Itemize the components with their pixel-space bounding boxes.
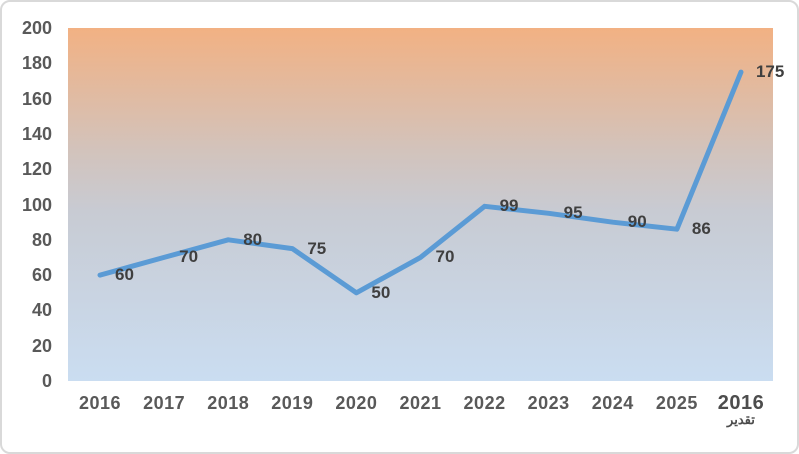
x-category-label: 2017: [143, 393, 186, 413]
y-tick-label: 160: [21, 88, 52, 109]
x-category-label: 2016: [79, 393, 122, 413]
x-category-label: 2023: [527, 393, 570, 413]
x-category-sublabel: تقدير: [727, 412, 755, 427]
y-tick-label: 100: [21, 194, 52, 215]
y-tick-label: 200: [21, 18, 52, 38]
y-tick-label: 60: [31, 265, 52, 286]
data-label: 75: [307, 238, 327, 258]
x-category-label: 2018: [207, 393, 250, 413]
data-label: 80: [243, 229, 263, 249]
data-label: 60: [115, 265, 134, 285]
data-label: 99: [499, 196, 519, 216]
x-category-label: 2022: [463, 393, 506, 413]
y-tick-label: 80: [31, 229, 52, 250]
y-tick-label: 0: [41, 371, 52, 391]
data-label: 50: [371, 282, 391, 302]
data-label: 70: [435, 247, 455, 267]
data-label: 90: [627, 212, 647, 232]
y-tick-label: 140: [21, 123, 52, 144]
x-category-label: 2019: [271, 393, 314, 413]
x-category-label: 2021: [399, 393, 442, 413]
x-category-label: 2024: [591, 393, 634, 413]
data-label: 86: [691, 219, 711, 239]
x-category-label: 2016 تقدير: [696, 393, 786, 427]
x-category-label: 2025: [655, 393, 698, 413]
y-tick-label: 120: [21, 159, 52, 180]
y-tick-label: 180: [21, 53, 52, 74]
y-tick-label: 40: [31, 300, 52, 321]
x-category-label: 2020: [335, 393, 378, 413]
y-tick-label: 20: [31, 335, 52, 356]
plot-area: [68, 28, 773, 381]
data-label: 70: [179, 247, 199, 267]
data-label: 175: [755, 62, 785, 82]
data-label: 95: [563, 203, 583, 223]
